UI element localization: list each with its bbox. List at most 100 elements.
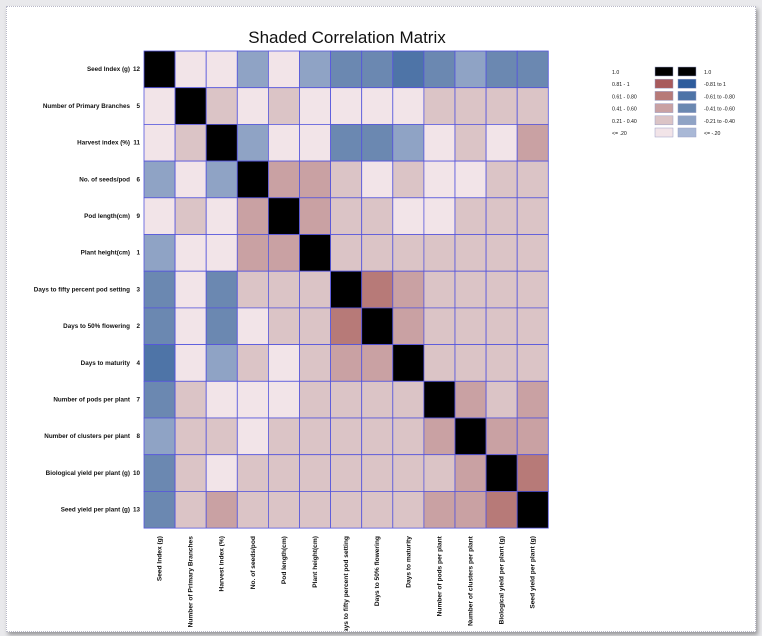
heatmap-cell [174,490,207,529]
row-number: 2 [136,323,140,330]
heatmap-cell [485,307,518,345]
column-label: Number of Primary Branches [188,536,195,628]
column-label: Days to 50% flowering [374,536,381,606]
legend-label: 1.0 [704,70,711,76]
row-label: No. of seeds/pod [79,176,130,183]
column-label: No. of seeds/pod [250,536,257,589]
heatmap-cell [361,234,394,272]
row-number: 8 [136,433,140,440]
heatmap-cell [267,234,300,272]
row-label: Biological yield per plant (g) [46,470,130,477]
heatmap-cell [205,417,238,456]
column-label: Biological yield per plant (g) [499,536,506,624]
legend-label: -0.21 to -0.40 [704,119,735,125]
heatmap-cell [361,270,394,309]
heatmap-cell [516,50,549,89]
legend-label: 0.21 - 0.40 [612,119,637,125]
heatmap-cell [454,454,487,492]
chart-frame: Shaded Correlation Matrix Seed Index (g)… [6,6,756,632]
heatmap-cell [236,87,269,125]
heatmap-cell [392,124,425,162]
heatmap-cell [361,197,394,235]
heatmap-cell [516,124,549,162]
legend-label: <= -.20 [704,131,721,137]
heatmap-cell [454,160,487,199]
heatmap-cell [299,454,332,492]
legend-swatch [654,115,674,126]
heatmap-cell [236,234,269,272]
heatmap-cell [423,417,456,456]
row-label: Seed yield per plant (g) [61,507,130,514]
heatmap-cell [174,124,207,162]
heatmap-cell [485,197,518,235]
heatmap-cell [454,490,487,529]
heatmap-cell [485,87,518,125]
heatmap-cell [485,234,518,272]
row-number: 7 [136,396,140,403]
heatmap-cell [205,490,238,529]
legend-swatch [677,91,697,101]
heatmap-cell [454,197,487,235]
heatmap-cell [143,380,176,419]
legend-swatch [677,66,697,77]
heatmap-cell [516,307,549,345]
heatmap-cell [236,160,269,199]
heatmap-cell [330,417,363,456]
legend-swatch [654,103,674,113]
row-label: Plant height(cm) [81,250,130,257]
legend-swatch [677,115,697,126]
heatmap-cell [423,197,456,235]
heatmap-cell [392,270,425,309]
heatmap-cell [205,197,238,235]
heatmap-cell [392,87,425,125]
heatmap-cell [267,160,300,199]
column-label: Seed yield per plant (g) [530,536,537,609]
row-number: 9 [136,213,140,220]
heatmap-cell [423,234,456,272]
heatmap-cell [516,197,549,235]
heatmap-cell [516,270,549,309]
heatmap-cell [205,307,238,345]
heatmap-cell [423,307,456,345]
row-label: Number of clusters per plant [44,433,131,440]
heatmap-cell [299,490,332,529]
row-number: 13 [133,507,141,514]
legend-label: 0.41 - 0.60 [612,107,637,113]
heatmap-cell [143,490,176,529]
row-label: Seed Index (g) [87,66,130,73]
heatmap-cell [143,454,176,492]
heatmap-cell [174,380,207,419]
heatmap-cell [236,490,269,529]
heatmap-cell [205,50,238,89]
legend-swatch [654,66,674,77]
heatmap-cell [330,87,363,125]
heatmap-cell [454,50,487,89]
column-label: Days to maturity [405,536,412,588]
heatmap-cell [330,50,363,89]
heatmap-cell [330,124,363,162]
heatmap-cell [267,344,300,382]
heatmap-cell [267,417,300,456]
heatmap-cell [174,197,207,235]
heatmap-cell [236,124,269,162]
heatmap-cell [485,50,518,89]
heatmap-cell [205,87,238,125]
heatmap-cell [392,380,425,419]
row-number: 5 [136,103,140,110]
heatmap-cell [423,87,456,125]
heatmap-cell [330,270,363,309]
heatmap-cell [174,234,207,272]
heatmap-cell [143,344,176,382]
heatmap-cell [392,417,425,456]
heatmap-cell [174,270,207,309]
legend-label: 0.81 - 1 [612,82,630,88]
legend-label: -0.81 to 1 [704,82,726,88]
row-label: Days to fifty percent pod setting [34,286,130,293]
row-number: 6 [136,176,140,183]
heatmap-cell [174,87,207,125]
heatmap-cell [299,344,332,382]
heatmap-cell [267,197,300,235]
heatmap-cell [361,490,394,529]
row-number: 1 [136,250,140,257]
heatmap-cell [330,344,363,382]
